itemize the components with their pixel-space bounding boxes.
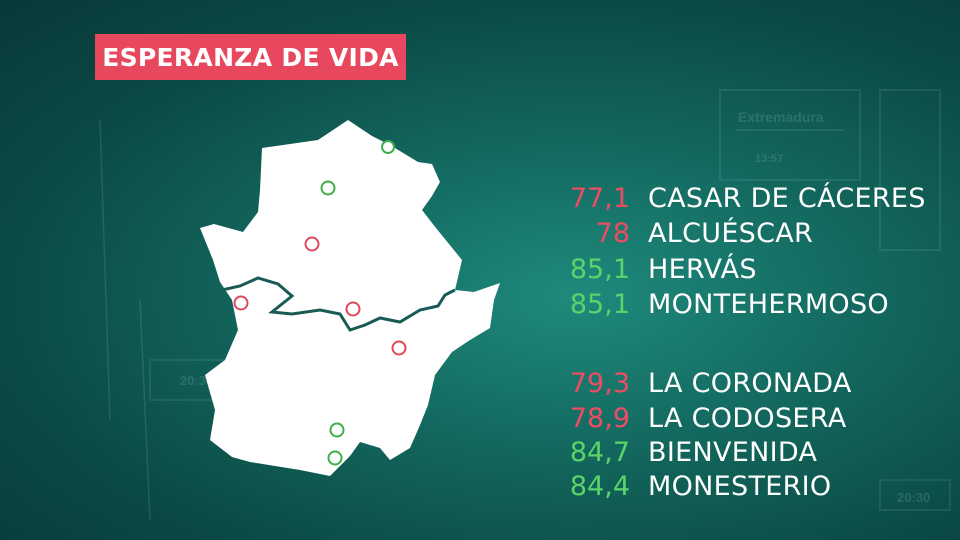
- municipality-name: HERVÁS: [648, 253, 757, 285]
- life-expectancy-value: 85,1: [569, 253, 630, 285]
- list-item: 84,4 MONESTERIO: [520, 469, 831, 503]
- list-item: 77,1 CASAR DE CÁCERES: [520, 181, 926, 215]
- list-item: 85,1 MONTEHERMOSO: [520, 287, 889, 321]
- bg-clock-2: 20:30: [180, 373, 213, 388]
- municipality-name: ALCUÉSCAR: [648, 217, 814, 249]
- list-item: 78 ALCUÉSCAR: [520, 216, 813, 250]
- marker-hervas: [381, 140, 395, 154]
- municipality-name: BIENVENIDA: [648, 436, 818, 468]
- bg-clock-3: 20:30: [897, 490, 930, 505]
- municipality-name: LA CODOSERA: [648, 402, 847, 434]
- province-border: [221, 276, 456, 332]
- municipality-name: MONTEHERMOSO: [648, 288, 889, 320]
- life-expectancy-value: 78,9: [569, 402, 630, 434]
- region-shape: [200, 120, 500, 476]
- life-expectancy-value: 84,4: [569, 470, 630, 502]
- title-badge: ESPERANZA DE VIDA: [95, 34, 406, 80]
- life-expectancy-value: 78: [595, 217, 630, 249]
- life-expectancy-value: 84,7: [569, 436, 630, 468]
- marker-casar-de-caceres: [304, 236, 320, 252]
- marker-bienvenida: [329, 422, 345, 438]
- marker-monesterio: [327, 450, 343, 466]
- page-title: ESPERANZA DE VIDA: [102, 42, 399, 72]
- bg-region-text: Extremadura: [738, 109, 824, 125]
- municipality-name: LA CORONADA: [648, 367, 852, 399]
- list-item: 85,1 HERVÁS: [520, 252, 757, 286]
- list-item: 79,3 LA CORONADA: [520, 366, 852, 400]
- life-expectancy-value: 79,3: [569, 367, 630, 399]
- list-item: 78,9 LA CODOSERA: [520, 401, 847, 435]
- marker-alcuescar: [345, 301, 361, 317]
- life-expectancy-value: 85,1: [569, 288, 630, 320]
- markers: [233, 140, 407, 466]
- list-item: 84,7 BIENVENIDA: [520, 435, 817, 469]
- marker-montehermoso: [320, 180, 336, 196]
- bg-clock-1: 13:57: [755, 153, 783, 165]
- marker-la-coronada: [391, 340, 407, 356]
- marker-la-codosera: [233, 295, 249, 311]
- municipality-name: MONESTERIO: [648, 470, 832, 502]
- life-expectancy-value: 77,1: [569, 182, 630, 214]
- municipality-name: CASAR DE CÁCERES: [648, 182, 926, 214]
